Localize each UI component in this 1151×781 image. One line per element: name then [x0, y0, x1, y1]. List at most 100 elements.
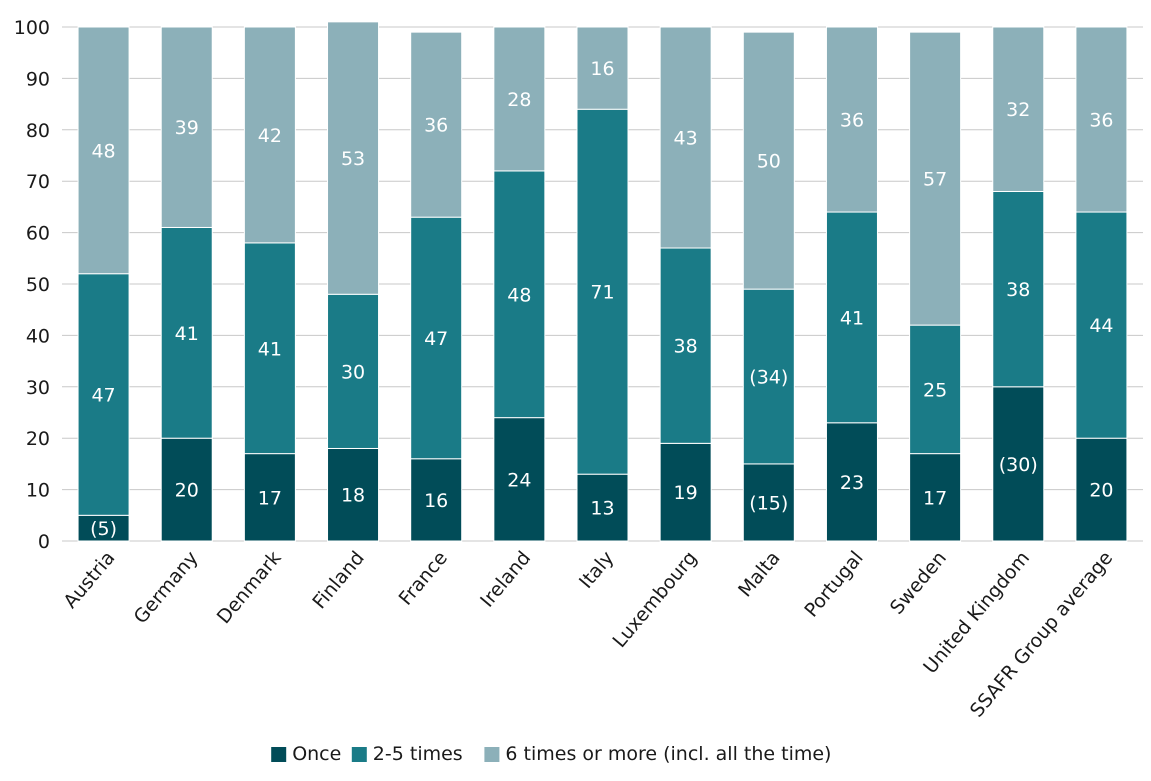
bar-segment	[327, 447, 380, 542]
bar-segment	[327, 293, 380, 449]
bar-segment	[1075, 211, 1128, 439]
legend-swatch	[351, 747, 367, 762]
bar-segment	[576, 26, 629, 110]
x-category-label: Denmark	[213, 547, 286, 628]
x-category-label: Austria	[59, 547, 119, 613]
bar-segment	[77, 26, 130, 275]
bar-segment	[659, 26, 712, 249]
data-label: 36	[1089, 110, 1113, 132]
data-label: 19	[674, 482, 698, 504]
y-tick-label-40: 40	[26, 325, 50, 347]
bar-segment	[992, 26, 1045, 192]
y-tick-label-50: 50	[26, 274, 50, 296]
bar-segment	[659, 247, 712, 444]
bar-segment	[410, 31, 463, 218]
data-label: 41	[840, 307, 864, 329]
x-category-label: Luxembourg	[609, 547, 702, 652]
y-tick-label-100: 100	[14, 17, 50, 39]
bar-segment	[992, 190, 1045, 388]
legend-label: 6 times or more (incl. all the time)	[505, 743, 831, 765]
legend-swatch	[271, 747, 287, 762]
data-label: 38	[674, 336, 698, 358]
bar-segment	[825, 211, 878, 424]
y-tick-label-60: 60	[26, 223, 50, 245]
data-label: 30	[341, 361, 365, 383]
bar-segment	[77, 514, 130, 542]
data-labels: (5) 47 48 20 41 39 17 41 42 18 30 53 16 47 36 24 48 28 13 7…	[90, 58, 1113, 540]
x-category-label: Malta	[734, 547, 785, 601]
bar-segment	[576, 108, 629, 475]
legend-label: 2-5 times	[373, 743, 463, 765]
x-category-label: Germany	[130, 547, 203, 628]
x-category-label: Portugal	[800, 547, 867, 621]
bar-segment	[742, 31, 795, 290]
data-label: 44	[1089, 315, 1113, 337]
data-label: 42	[258, 125, 282, 147]
bar-segment	[909, 453, 962, 542]
bar-segment	[493, 26, 546, 172]
data-label: 38	[1006, 279, 1030, 301]
y-tick-label-20: 20	[26, 428, 50, 450]
y-tick-label-90: 90	[26, 68, 50, 90]
bar-segment	[659, 442, 712, 542]
data-label: 41	[175, 323, 199, 345]
x-category-label: Finland	[308, 547, 369, 613]
data-label: 53	[341, 148, 365, 170]
x-category-label: Sweden	[886, 547, 951, 619]
data-label: 57	[923, 169, 947, 191]
bar-segment	[576, 473, 629, 542]
data-label: 16	[424, 490, 448, 512]
data-label: 41	[258, 338, 282, 360]
data-label: 50	[757, 151, 781, 173]
x-axis-categories: Austria Germany Denmark Finland France Irelan…	[59, 547, 1117, 721]
data-label: 71	[590, 282, 614, 304]
legend-swatch	[484, 747, 500, 762]
bar-segment	[77, 273, 130, 516]
data-label: 36	[840, 110, 864, 132]
data-label: 20	[175, 480, 199, 502]
data-label: (34)	[749, 367, 788, 389]
bar-segment	[493, 417, 546, 542]
data-label: 20	[1089, 480, 1113, 502]
bar-segment	[493, 170, 546, 419]
data-label: 47	[424, 328, 448, 350]
data-label: 48	[91, 140, 115, 162]
bars	[77, 21, 1128, 542]
x-category-label: Ireland	[476, 547, 535, 611]
data-label: 47	[91, 385, 115, 407]
x-category-label: SSAFR Group average	[966, 547, 1117, 721]
data-label: (5)	[90, 518, 117, 540]
y-tick-label-70: 70	[26, 171, 50, 193]
data-label: 18	[341, 485, 365, 507]
y-axis-ticks: 0 10 20 30 40 50 60 70 80 90 100	[14, 17, 50, 553]
data-label: (15)	[749, 492, 788, 514]
data-label: (30)	[999, 454, 1038, 476]
data-label: 24	[507, 469, 531, 491]
bar-segment	[410, 458, 463, 542]
bar-segment	[992, 386, 1045, 542]
y-tick-label-10: 10	[26, 480, 50, 502]
bar-segment	[1075, 26, 1128, 213]
bar-segment	[909, 324, 962, 455]
data-label: 13	[590, 498, 614, 520]
bar-segment	[327, 21, 380, 295]
data-label: 43	[674, 128, 698, 150]
y-tick-label-30: 30	[26, 377, 50, 399]
x-category-label: Italy	[575, 547, 618, 593]
legend: Once 2-5 times 6 times or more (incl. all …	[271, 743, 831, 765]
data-label: 32	[1006, 99, 1030, 121]
data-label: 16	[590, 58, 614, 80]
data-label: 17	[258, 487, 282, 509]
bar-segment	[825, 422, 878, 542]
y-tick-label-0: 0	[38, 531, 50, 553]
bar-segment	[243, 26, 296, 244]
y-tick-label-80: 80	[26, 120, 50, 142]
bar-segment	[825, 26, 878, 213]
bar-segment	[742, 463, 795, 542]
data-label: 25	[923, 379, 947, 401]
x-category-label: France	[395, 547, 452, 610]
bar-segment	[160, 437, 213, 542]
bar-segment	[243, 242, 296, 455]
